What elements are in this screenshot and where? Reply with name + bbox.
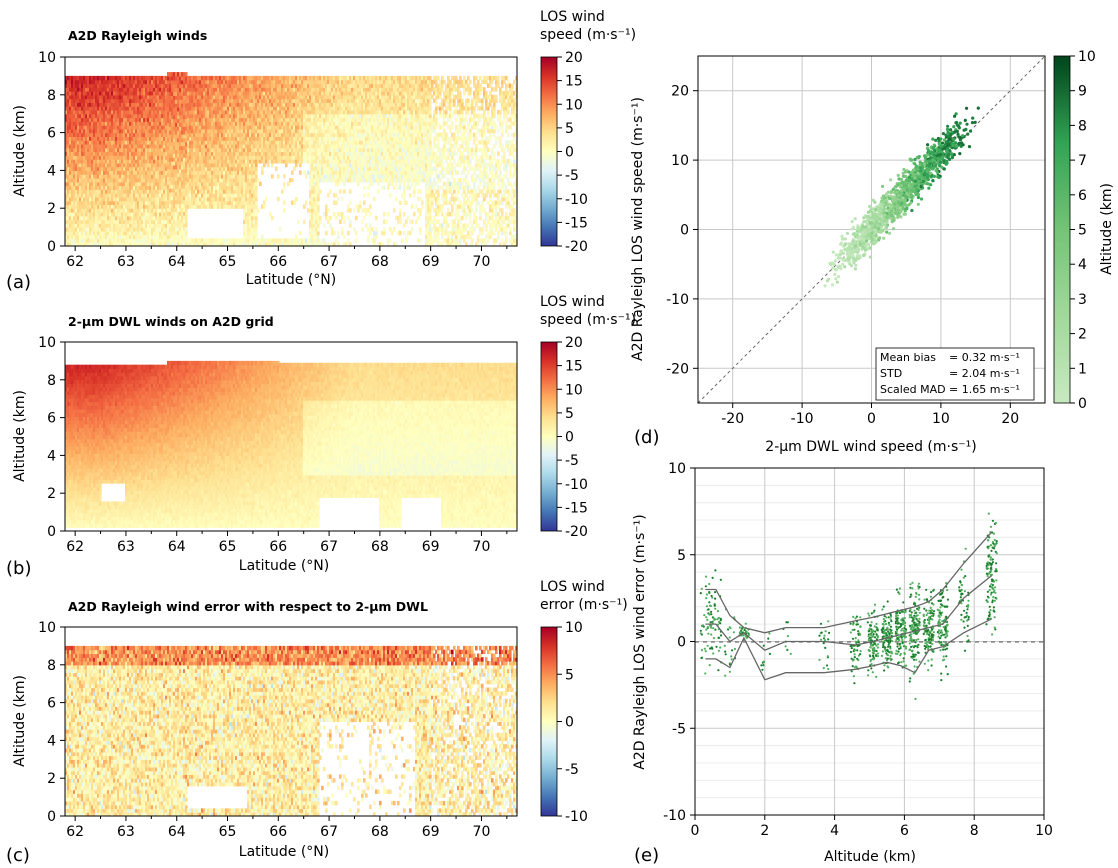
panel-a: A2D Rayleigh winds 62 63 64 65 66 67 68 69 70024…: [6, 9, 636, 293]
panel-a-heatmap: [65, 72, 518, 247]
panel-a-title: A2D Rayleigh winds: [68, 28, 207, 43]
